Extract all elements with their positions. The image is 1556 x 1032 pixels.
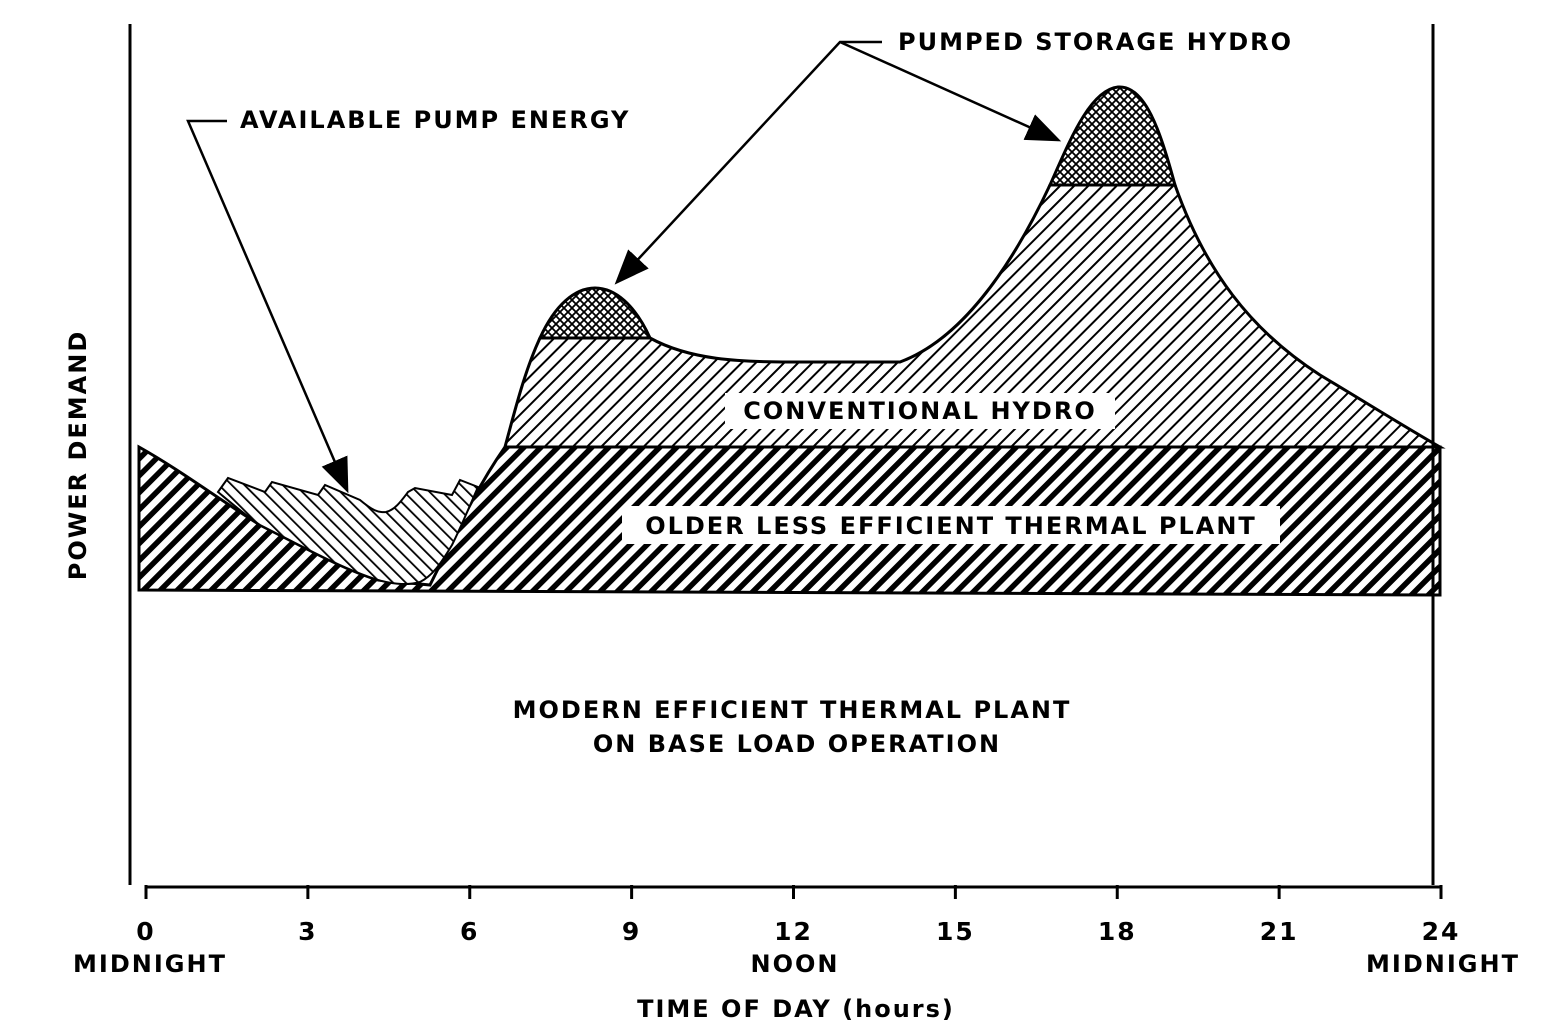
region-label-older-thermal-bg (622, 506, 1280, 544)
x-tick-label-6: 18 (1098, 917, 1137, 946)
annotation-pumped-storage-leader-1 (614, 40, 882, 285)
annotation-pumped-storage-leader-2 (839, 40, 1062, 142)
region-label-conventional-hydro: CONVENTIONAL HYDRO (743, 397, 1096, 425)
x-tick-label-0: 0 (136, 917, 155, 946)
region-label-conventional-hydro-bg (725, 393, 1115, 429)
area-pumped-storage-peak-1 (537, 286, 653, 340)
annotation-available-pump-energy: AVAILABLE PUMP ENERGY (240, 106, 630, 134)
region-label-base-load-line-1: MODERN EFFICIENT THERMAL PLANT (513, 696, 1072, 724)
x-tick-label-4: 12 (774, 917, 813, 946)
x-tick-label-2: 6 (460, 917, 479, 946)
area-available-pump-energy (216, 476, 480, 586)
x-sublabel-midnight-start: MIDNIGHT (73, 950, 227, 978)
x-tick-label-8: 24 (1422, 917, 1461, 946)
region-label-base-load-line-2: ON BASE LOAD OPERATION (593, 730, 1001, 758)
region-label-older-thermal: OLDER LESS EFFICIENT THERMAL PLANT (645, 512, 1257, 540)
area-pumped-storage-peak-2 (1047, 85, 1177, 187)
x-tick-label-3: 9 (622, 917, 641, 946)
annotation-pumped-storage-hydro: PUMPED STORAGE HYDRO (898, 28, 1293, 56)
x-tick-marks (144, 885, 1443, 899)
annotation-pump-energy-leader (186, 119, 349, 494)
x-sublabel-midnight-end: MIDNIGHT (1366, 950, 1520, 978)
x-axis-title: TIME OF DAY (hours) (637, 995, 955, 1023)
x-tick-labels: 0 3 6 9 12 15 18 21 24 (136, 917, 1461, 946)
y-axis-title: POWER DEMAND (64, 330, 92, 580)
x-tick-label-7: 21 (1260, 917, 1299, 946)
x-tick-label-1: 3 (298, 917, 317, 946)
x-sublabel-noon: NOON (751, 950, 840, 978)
x-tick-label-5: 15 (936, 917, 975, 946)
